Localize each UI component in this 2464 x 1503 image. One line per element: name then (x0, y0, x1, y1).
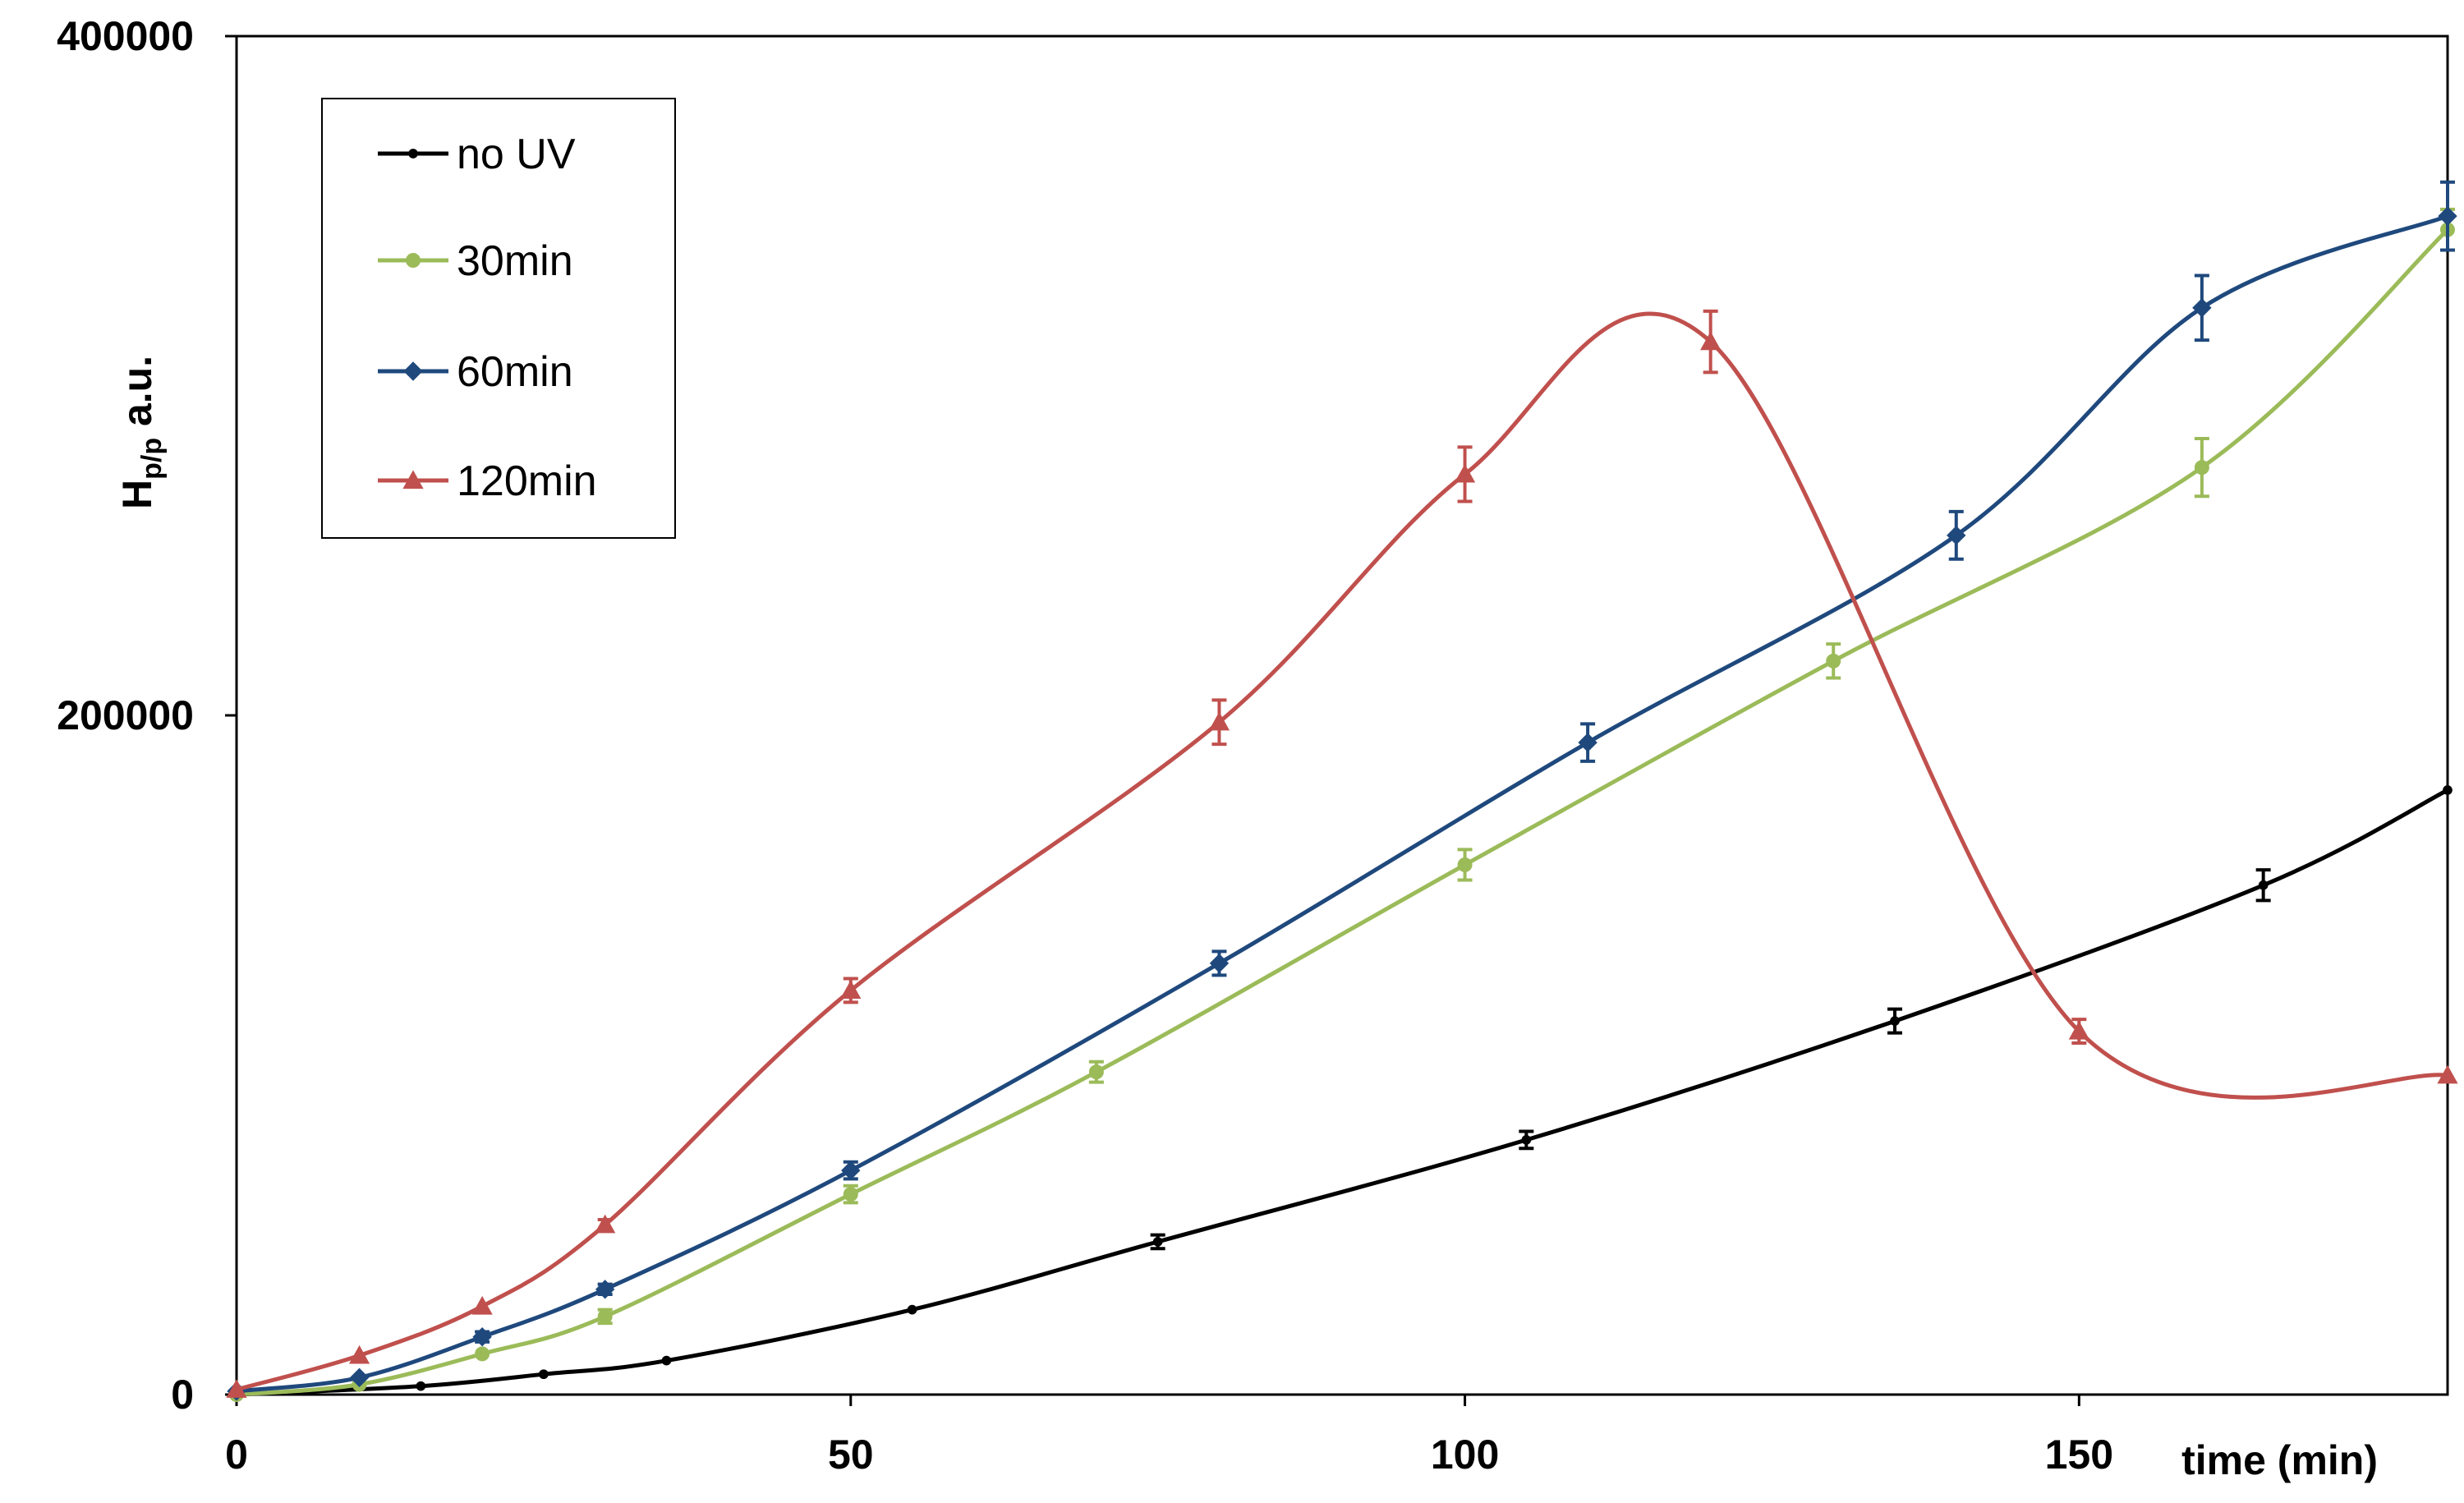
y-tick-label: 400000 (57, 13, 194, 59)
series-120min (226, 309, 2458, 1398)
data-point (1947, 526, 1966, 545)
data-point (226, 1379, 247, 1398)
data-point (471, 1295, 493, 1315)
legend: no UV 30min 60min 120min (321, 98, 676, 539)
x-tick-label: 150 (2045, 1432, 2113, 1478)
data-point (2438, 206, 2457, 226)
data-point (2443, 785, 2453, 795)
data-point (402, 470, 424, 490)
data-point (472, 1327, 492, 1347)
data-point (539, 1369, 549, 1380)
legend-label: 30min (457, 237, 573, 285)
legend-item-120min: 120min (378, 457, 597, 505)
data-point (403, 361, 423, 381)
data-point (1578, 733, 1597, 752)
data-point (595, 1280, 615, 1299)
data-point (2258, 880, 2269, 890)
data-point (1457, 857, 1473, 872)
series-line (236, 311, 2448, 1392)
data-point (1088, 1064, 1104, 1080)
data-point (2192, 298, 2212, 318)
data-point (416, 1381, 426, 1391)
data-point (348, 1344, 370, 1364)
y-axis-title-main: H (114, 480, 160, 509)
x-tick-label: 50 (828, 1432, 874, 1478)
data-point (2068, 1020, 2089, 1040)
legend-item-30min: 30min (378, 237, 573, 285)
data-point (1208, 711, 1230, 731)
data-point (661, 1355, 672, 1366)
data-point (2437, 1064, 2458, 1084)
data-point (1152, 1237, 1163, 1247)
y-axis-title: Hp/p a.u. (114, 356, 168, 509)
y-tick-label: 0 (171, 1372, 194, 1418)
series-line (236, 788, 2449, 1397)
legend-label: 60min (457, 348, 573, 396)
y-axis-title-suffix: a.u. (114, 356, 160, 438)
data-point (1890, 1016, 1900, 1026)
x-axis-title: time (min) (2181, 1437, 2378, 1483)
data-point (406, 253, 421, 268)
data-point (1700, 331, 1722, 351)
y-axis: 0 200000 400000 (57, 13, 237, 1418)
legend-label: no UV (457, 131, 576, 178)
legend-box (321, 98, 676, 539)
data-point (1209, 954, 1230, 973)
legend-label: 120min (457, 457, 597, 505)
data-point (843, 1187, 858, 1202)
data-point (597, 1308, 613, 1324)
data-point (595, 1214, 616, 1234)
y-axis-title-sub: p/p (136, 438, 168, 480)
data-point (349, 1367, 370, 1388)
data-point (840, 980, 862, 1000)
data-point (841, 1161, 861, 1180)
data-point (1454, 463, 1476, 483)
legend-item-60min: 60min (378, 348, 573, 396)
y-tick-label: 200000 (57, 692, 194, 738)
data-point (1521, 1135, 1532, 1145)
data-point (1826, 653, 1841, 669)
data-point (408, 149, 418, 159)
legend-item-no-uv: no UV (378, 131, 576, 178)
data-point (2194, 460, 2209, 476)
x-axis: 0 50 100 150 (225, 1395, 2113, 1478)
series-layer (226, 180, 2458, 1402)
data-point (475, 1346, 490, 1362)
x-tick-label: 0 (225, 1432, 248, 1478)
data-point (907, 1304, 917, 1315)
x-tick-label: 100 (1431, 1432, 1499, 1478)
